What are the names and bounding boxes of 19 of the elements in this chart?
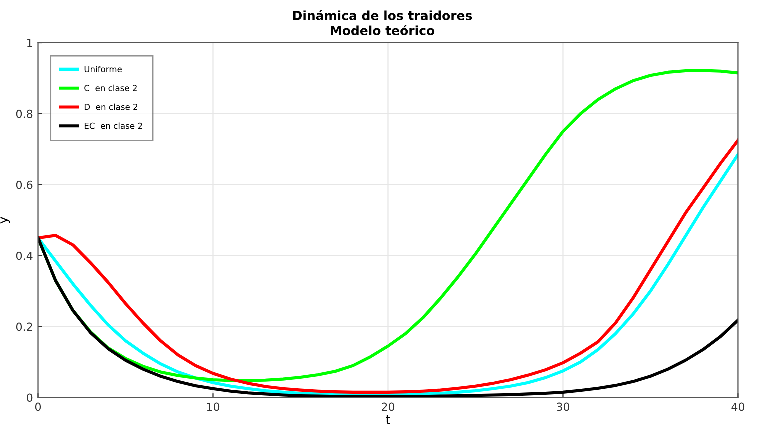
x-tick-label: 20 bbox=[382, 402, 395, 412]
legend-label: Uniforme bbox=[84, 66, 122, 72]
y-tick-label: 0 bbox=[27, 394, 33, 402]
chart-title: Dinámica de los traidores bbox=[293, 10, 472, 20]
y-tick-label: 0.8 bbox=[16, 110, 33, 118]
legend-label: D en clase 2 bbox=[84, 104, 138, 110]
y-axis-title: y bbox=[0, 217, 10, 224]
y-tick-label: 0.2 bbox=[16, 322, 32, 332]
y-tick-label: 0.4 bbox=[16, 252, 33, 260]
chart-subtitle: Modelo teórico bbox=[331, 25, 435, 36]
y-tick-label: 0.6 bbox=[16, 180, 33, 190]
legend-label: C en clase 2 bbox=[84, 84, 137, 92]
legend-label: EC en clase 2 bbox=[84, 122, 142, 130]
y-tick-label: 1 bbox=[28, 39, 32, 48]
x-tick-label: 40 bbox=[732, 402, 745, 412]
x-tick-label: 10 bbox=[207, 402, 220, 412]
x-tick-label: 30 bbox=[557, 402, 570, 412]
x-tick-label: 0 bbox=[35, 402, 42, 412]
x-axis-title: t bbox=[386, 415, 390, 424]
